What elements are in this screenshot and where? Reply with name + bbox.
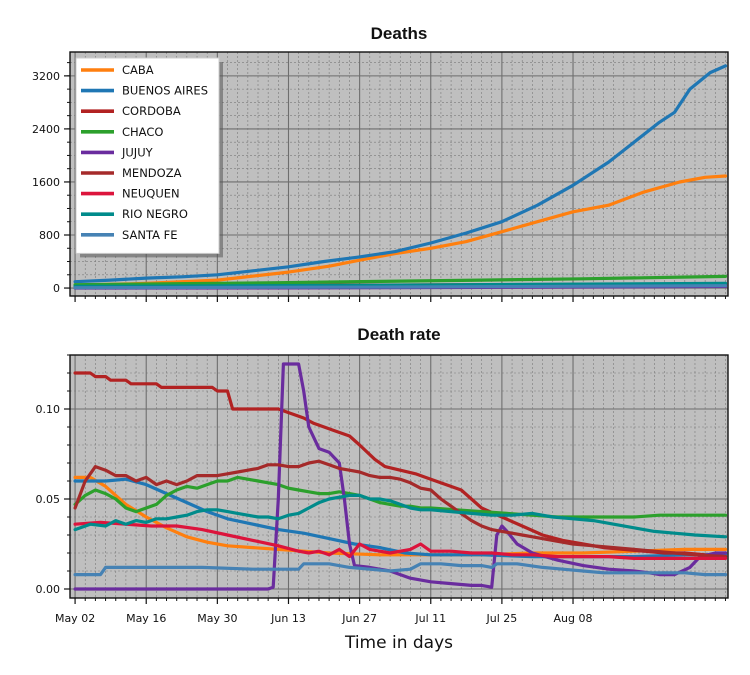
y-tick-label: 800 xyxy=(39,229,60,242)
series-line-caba xyxy=(73,475,728,557)
deaths-y-ticks: 0 800 1600 2400 3200 xyxy=(32,62,70,295)
legend-label: SANTA FE xyxy=(122,228,178,242)
x-axis-label: Time in days xyxy=(344,633,453,653)
y-tick-label: 0.10 xyxy=(36,403,61,416)
series-line-mendoza xyxy=(73,459,728,559)
series-line-neuquen xyxy=(73,520,728,560)
series-line-santa-fe xyxy=(73,562,728,577)
deaths-axes-frame xyxy=(69,51,729,297)
y-tick-label: 2400 xyxy=(32,123,60,136)
legend-label: MENDOZA xyxy=(122,166,182,180)
series-line-buenos-aires xyxy=(73,64,728,284)
death-rate-y-ticks: 0.00 0.05 0.10 xyxy=(36,354,70,596)
legend-label: NEUQUEN xyxy=(122,187,180,201)
deaths-series xyxy=(73,64,728,290)
x-tick-label: May 16 xyxy=(126,612,166,625)
x-tick-label: Jul 11 xyxy=(414,612,446,625)
deaths-title: Deaths xyxy=(371,24,428,43)
series-line-caba xyxy=(73,174,728,287)
death-rate-x-ticks: May 02 May 16 May 30 Jun 13 Jun 27 Jul 11 Jul … xyxy=(55,598,726,625)
legend-label: CABA xyxy=(122,63,154,77)
x-tick-label: Jul 25 xyxy=(486,612,518,625)
y-tick-label: 0.00 xyxy=(36,583,61,596)
y-tick-label: 1600 xyxy=(32,176,60,189)
x-tick-label: Aug 08 xyxy=(554,612,593,625)
deaths-x-ticks xyxy=(74,296,726,302)
legend-label: CHACO xyxy=(122,125,163,139)
death-rate-panel: 0.00 0.05 0.10 May 02 May 16 May 30 Jun 13 Jun… xyxy=(36,325,729,653)
y-tick-label: 0 xyxy=(53,282,60,295)
series-line-rio-negro xyxy=(73,493,728,539)
deaths-panel: 0 800 1600 2400 3200 Deaths CABA BUENOS AIRES… xyxy=(32,24,729,302)
x-tick-label: Jun 27 xyxy=(341,612,377,625)
legend-label: JUJUY xyxy=(121,145,154,159)
legend: CABA BUENOS AIRES CORDOBA CHACO JUJUY MENDOZA… xyxy=(75,57,223,258)
death-rate-series xyxy=(73,362,728,591)
legend-label: CORDOBA xyxy=(122,104,181,118)
death-rate-plot-area xyxy=(70,355,728,598)
death-rate-title: Death rate xyxy=(357,325,440,344)
x-tick-label: May 30 xyxy=(197,612,237,625)
series-line-chaco xyxy=(73,274,728,287)
y-tick-label: 3200 xyxy=(32,70,60,83)
legend-label: RIO NEGRO xyxy=(122,207,188,221)
legend-label: BUENOS AIRES xyxy=(122,84,208,98)
x-tick-label: Jun 13 xyxy=(270,612,306,625)
death-rate-axes-frame xyxy=(69,354,729,599)
series-line-santa-fe xyxy=(73,284,728,290)
x-tick-label: May 02 xyxy=(55,612,95,625)
y-tick-label: 0.05 xyxy=(36,493,61,506)
